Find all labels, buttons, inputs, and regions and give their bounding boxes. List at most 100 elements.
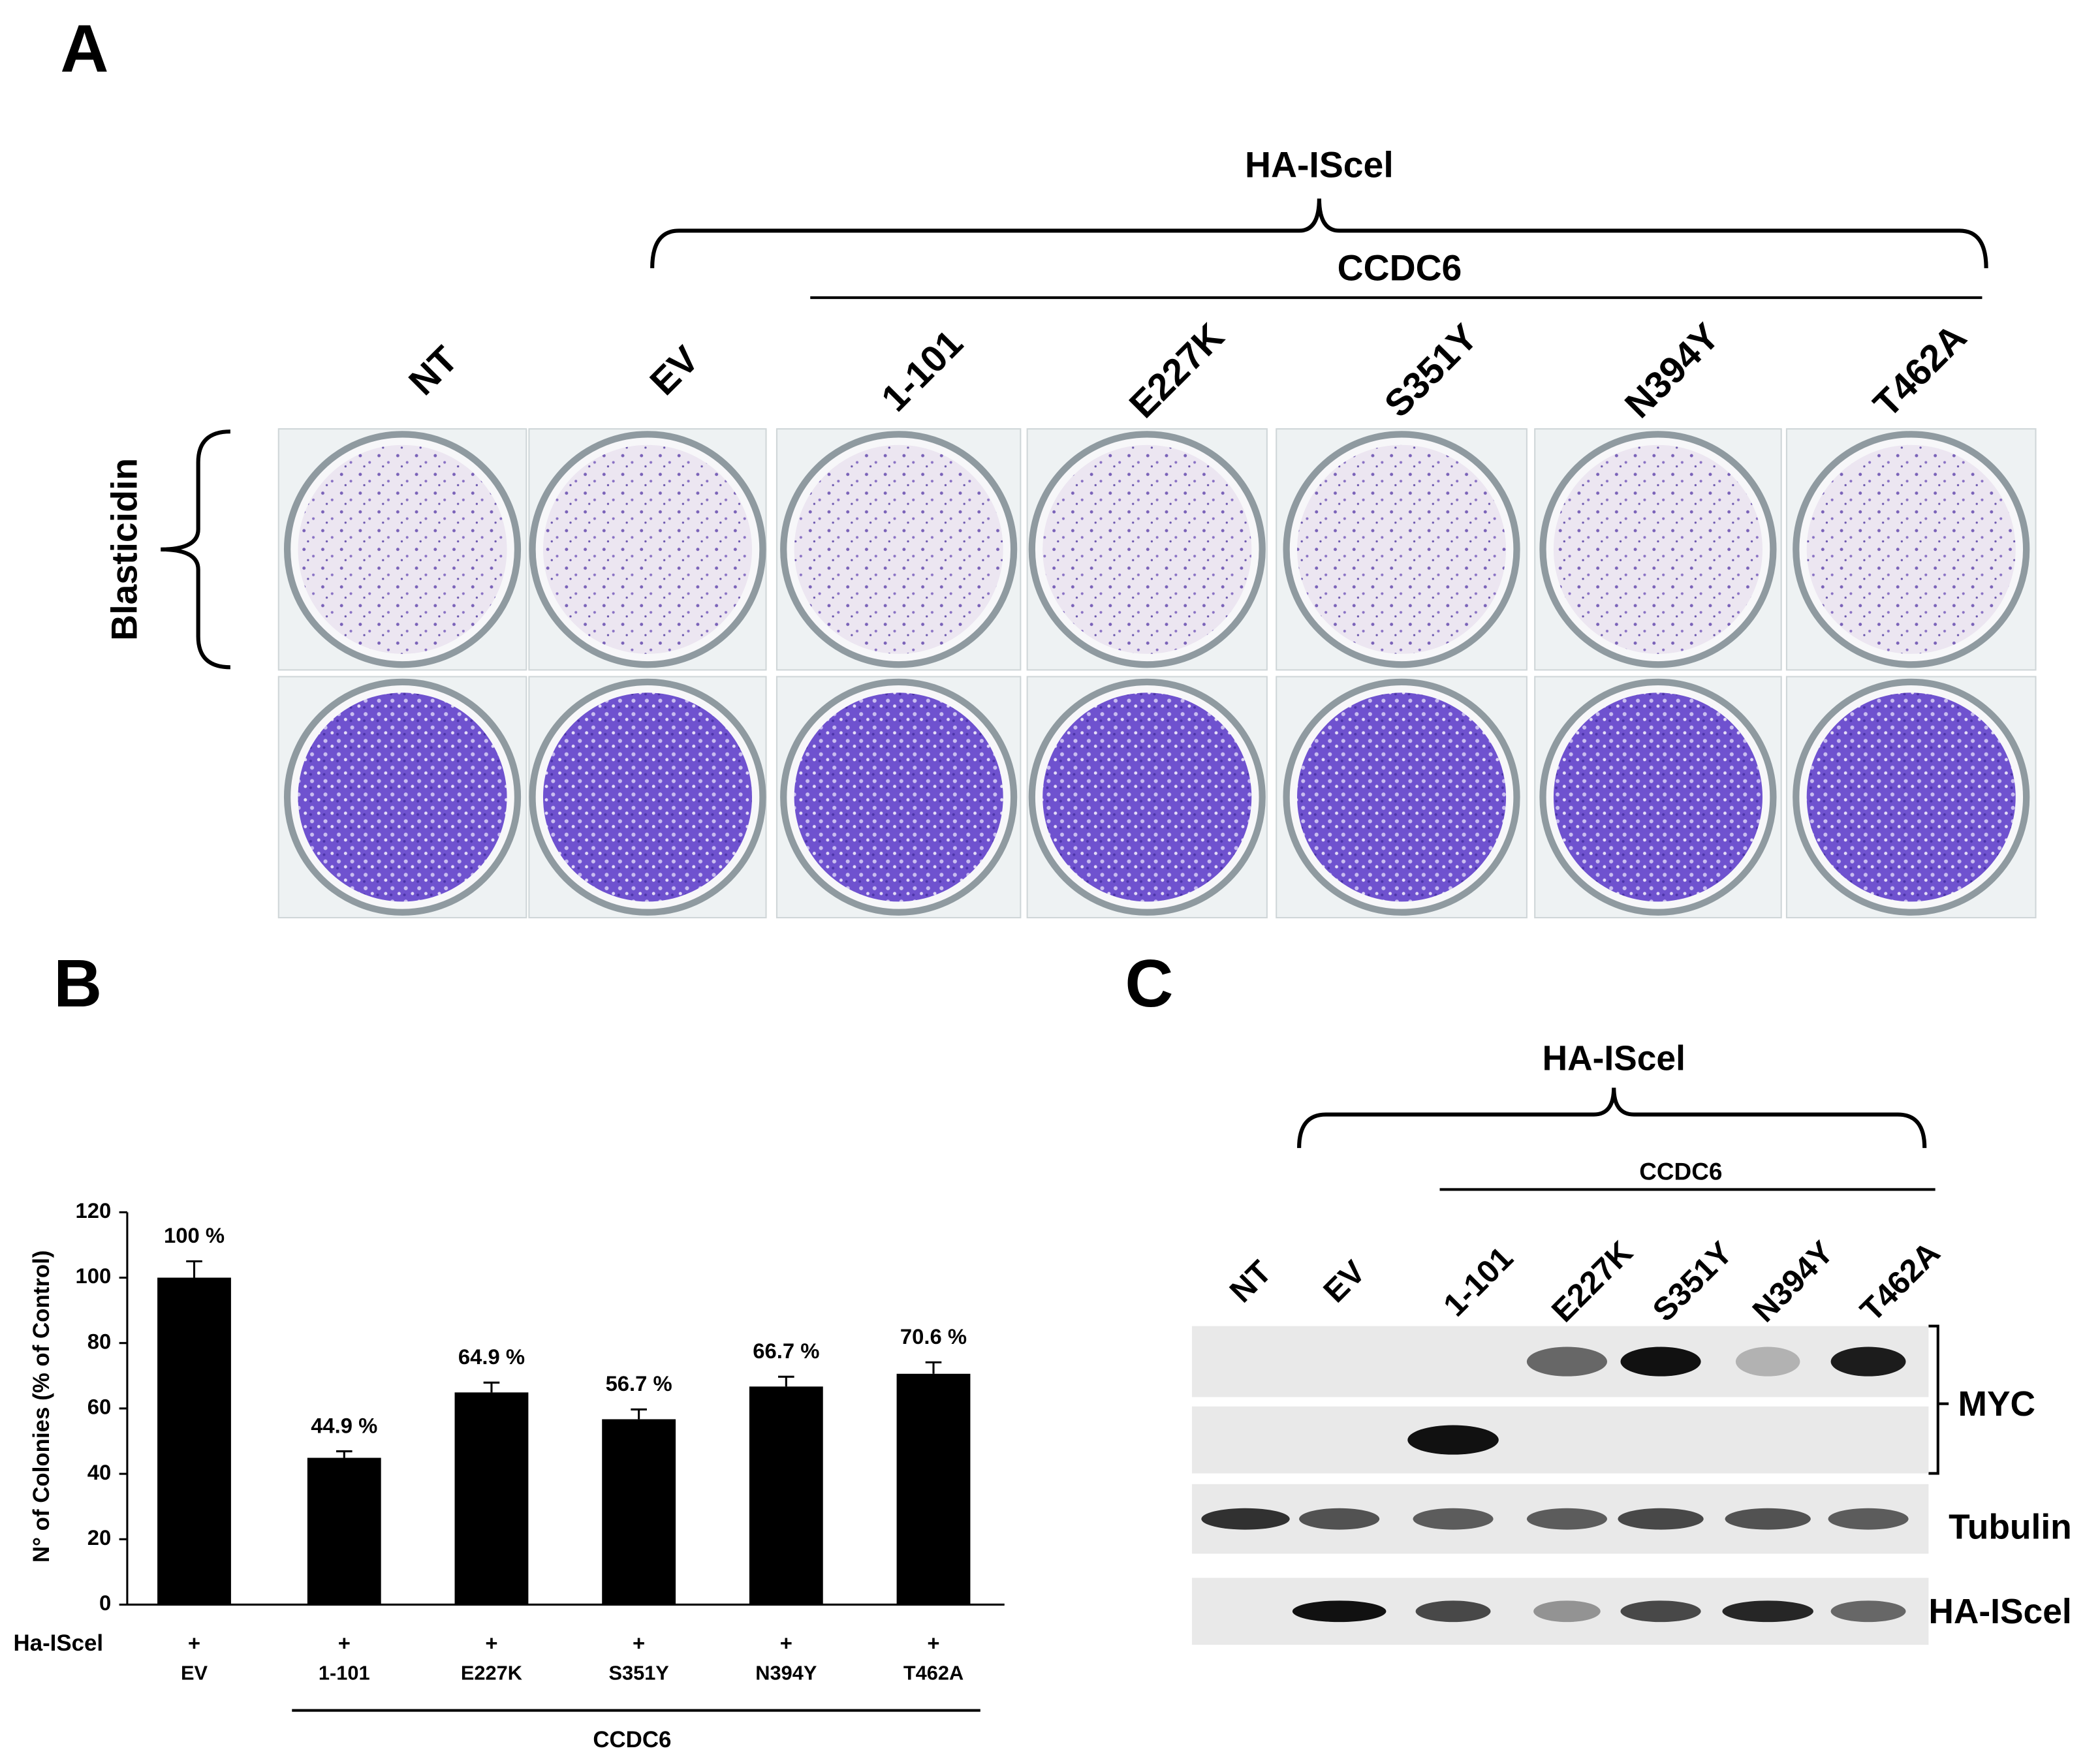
band [1722,1600,1813,1623]
column-label: N394Y [1617,316,1727,426]
blot-strip [1191,1406,1929,1474]
plate-stain [1806,693,2016,902]
x-tick-label: S351Y [608,1661,669,1684]
error-bar [186,1260,202,1278]
row-mark: + [633,1631,645,1655]
value-label: 66.7 % [753,1339,819,1363]
plate-stain [1297,444,1507,654]
value-label: 100 % [164,1223,225,1247]
band [1620,1600,1701,1623]
column-label: 1-101 [873,322,971,420]
x-tick-label: E227K [461,1661,522,1684]
lane-label: NT [1223,1254,1278,1309]
plate-stain [1553,693,1763,902]
band [1830,1346,1906,1377]
lane-label: 1-101 [1437,1240,1520,1324]
row-mark: + [188,1631,200,1655]
band [1292,1600,1387,1623]
band [1413,1508,1494,1530]
band [1830,1600,1906,1623]
lane-label: E227K [1544,1234,1640,1330]
error-bar [483,1381,500,1393]
blot-label: Tubulin [1949,1508,2072,1547]
brace [1297,1087,1927,1148]
column-label: NT [401,339,465,403]
panel-label: A [60,11,108,86]
y-tick-label: 0 [99,1591,111,1615]
lane-label: N394Y [1746,1234,1840,1329]
row-label: Ha-IScel [14,1630,104,1656]
x-tick-label: EV [181,1661,208,1684]
x-tick-label: T462A [903,1661,964,1684]
plate-stain [1297,693,1507,902]
error-bar [925,1361,942,1374]
bar [454,1392,529,1605]
group-label: HA-IScel [1543,1040,1685,1078]
y-axis-label: N° of Colonies (% of Control) [29,1250,54,1563]
value-label: 64.9 % [458,1345,525,1369]
band [1415,1600,1491,1623]
bracket [1928,1324,1949,1475]
brace [161,429,230,670]
plate-stain [542,693,753,902]
x-tick-label: N394Y [755,1661,817,1684]
bar [749,1386,823,1605]
row-mark: + [780,1631,792,1655]
y-tick-label: 80 [87,1329,112,1353]
bar [896,1373,971,1605]
group-label: HA-IScel [1245,145,1394,185]
column-label: EV [642,339,707,403]
blot-label: HA-IScel [1928,1593,2071,1631]
subgroup-label: CCDC6 [1639,1159,1722,1185]
western-blot: NT EV 1-101 E227K S351Y N394Y T462A [1191,1234,1947,1645]
band [1407,1425,1499,1455]
bar [157,1277,231,1605]
value-label: 44.9 % [311,1413,377,1437]
subgroup-label: CCDC6 [1338,248,1462,288]
lane-label: T462A [1853,1235,1947,1328]
plate-stain [298,444,507,654]
row-label: Blasticidin [104,458,145,641]
column-label: E227K [1121,316,1232,426]
error-bar [336,1450,353,1458]
brace [650,198,1988,268]
plates: NT EV 1-101 E227K S351Y N394Y T462A [277,316,2037,918]
bar-chart: 0 20 40 60 80 100 120 100 % + EV 44.9 % +1-101 64.9 … [76,1198,1005,1684]
x-tick-label: 1-101 [319,1661,370,1684]
y-tick-label: 40 [87,1460,112,1484]
value-label: 70.6 % [900,1324,967,1348]
plate-stain [1042,444,1252,654]
bar [307,1457,381,1605]
column-label: T462A [1866,317,1975,426]
plate-stain [1806,444,2016,654]
row-mark: + [338,1631,351,1655]
band [1526,1508,1607,1530]
plate-stain [298,693,507,902]
y-tick-label: 60 [87,1395,112,1419]
lane-label: S351Y [1646,1235,1740,1329]
value-label: 56.7 % [606,1371,672,1395]
band [1735,1346,1800,1377]
lane-label: EV [1317,1254,1372,1309]
plate-stain [794,444,1003,654]
blot-label: MYC [1958,1385,2036,1424]
group-label: CCDC6 [593,1727,671,1752]
band [1201,1508,1290,1530]
band [1533,1600,1601,1623]
band [1725,1508,1811,1530]
plate-stain [1553,444,1763,654]
column-label: S351Y [1377,317,1486,426]
band [1828,1508,1909,1530]
plate-stain [794,693,1003,902]
row-mark: + [485,1631,497,1655]
band [1618,1508,1704,1530]
y-tick-label: 100 [76,1264,112,1288]
y-tick-label: 20 [87,1525,112,1549]
panel-label: B [54,946,102,1021]
bar [602,1419,676,1605]
error-bar [778,1375,794,1387]
plate-stain [1042,693,1252,902]
band [1299,1508,1380,1530]
